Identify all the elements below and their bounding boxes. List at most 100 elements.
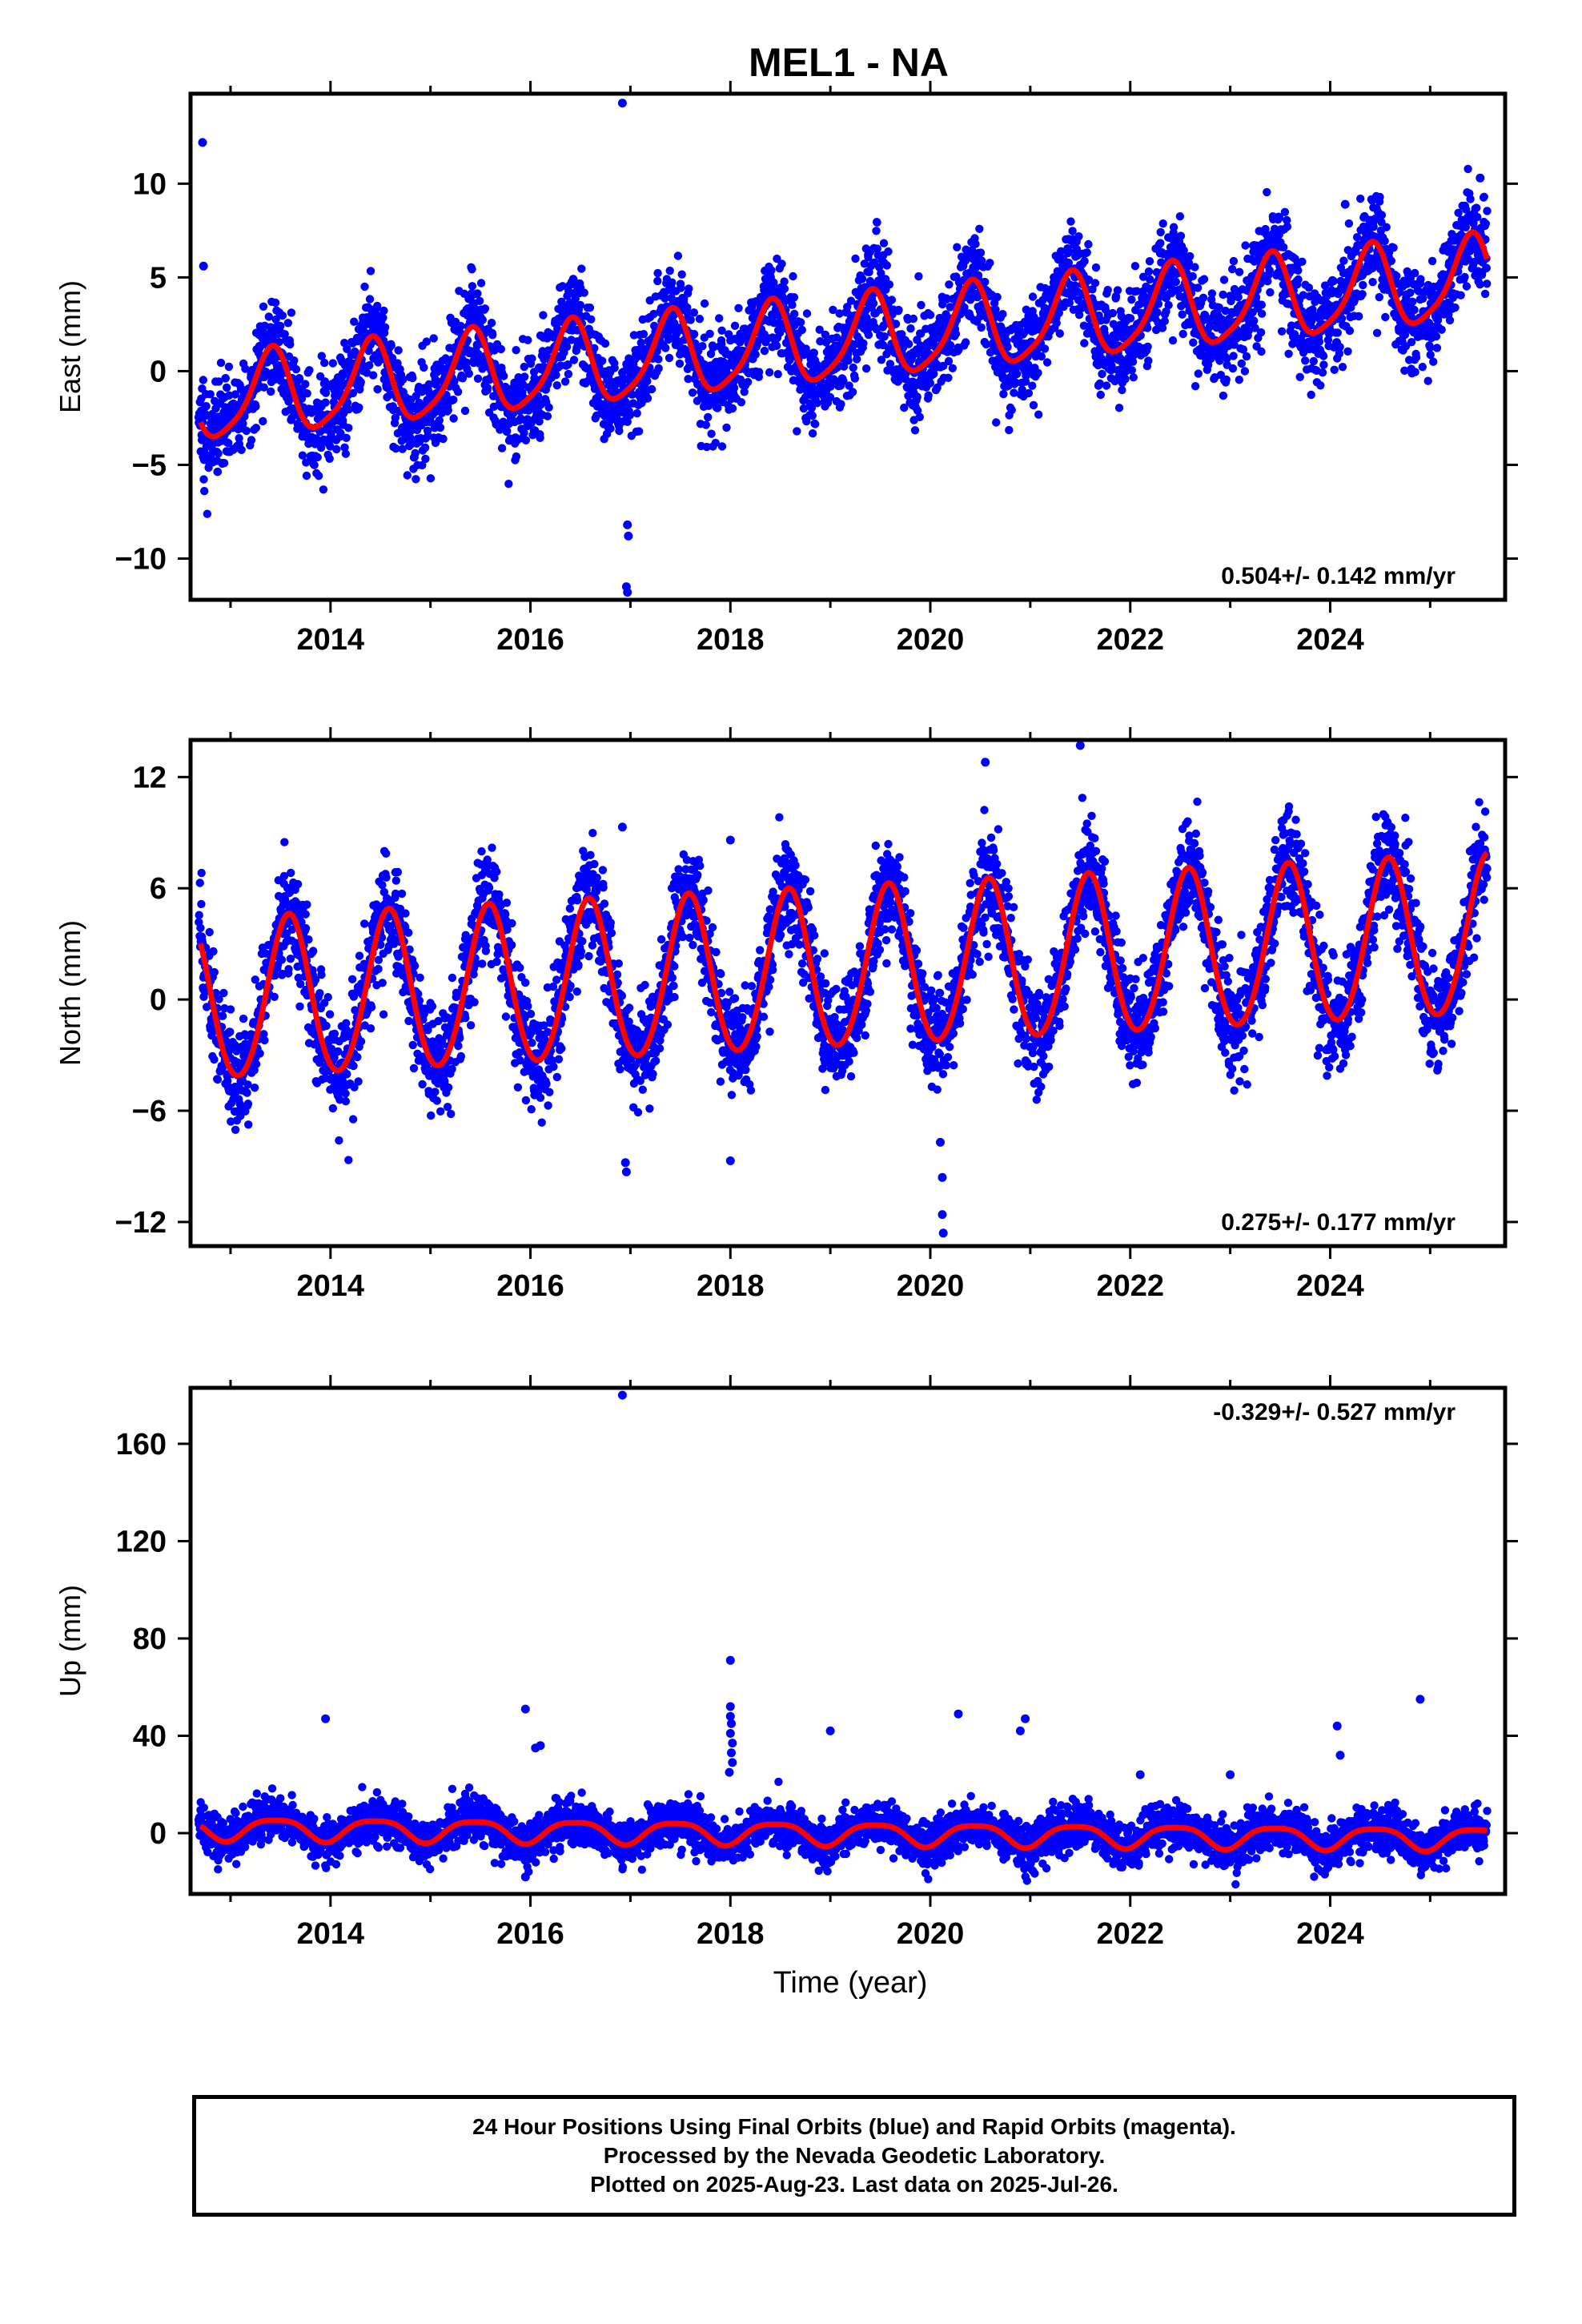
east-data-point	[1130, 262, 1140, 271]
east-data-point	[686, 316, 695, 324]
east-data-point	[1369, 223, 1378, 231]
north-data-point	[301, 923, 311, 933]
east-data-point	[291, 365, 301, 374]
east-outlier-point	[624, 531, 633, 541]
east-data-point	[1082, 248, 1091, 257]
east-x-tick-label: 2022	[1096, 623, 1164, 657]
east-data-point	[1482, 263, 1492, 272]
east-data-point	[1408, 297, 1417, 306]
north-data-point	[210, 967, 219, 977]
east-data-point	[1372, 328, 1382, 337]
east-data-point	[403, 471, 412, 480]
east-data-point	[1175, 212, 1185, 221]
east-data-point	[914, 271, 923, 281]
east-data-point	[1330, 365, 1339, 374]
east-data-point	[1241, 241, 1250, 250]
east-data-point	[1040, 344, 1050, 353]
east-data-point	[1294, 275, 1303, 284]
east-data-point	[728, 404, 737, 413]
east-data-point	[701, 420, 710, 429]
east-data-point	[975, 224, 984, 233]
north-data-point	[317, 971, 326, 979]
east-data-point	[668, 278, 677, 287]
east-data-point	[271, 298, 280, 308]
east-data-point	[290, 356, 299, 365]
east-data-point	[379, 313, 387, 322]
east-data-point	[539, 311, 548, 320]
east-data-point	[717, 326, 726, 335]
east-data-point	[1339, 256, 1348, 265]
east-data-point	[711, 438, 720, 448]
east-x-tick-label: 2016	[496, 623, 564, 657]
north-data-point	[270, 992, 279, 1002]
north-data-point	[226, 1027, 235, 1036]
east-data-point	[1102, 381, 1111, 390]
east-data-point	[962, 338, 970, 347]
east-data-point	[737, 398, 746, 407]
east-data-point	[1263, 187, 1271, 197]
east-data-point	[580, 288, 588, 297]
east-data-point	[910, 426, 920, 435]
east-outlier-point	[617, 99, 627, 108]
east-data-point	[1235, 267, 1244, 276]
east-data-point	[1084, 239, 1093, 249]
east-data-point	[1359, 280, 1367, 290]
east-data-point	[276, 321, 285, 331]
east-data-point	[241, 364, 250, 373]
east-data-point	[199, 475, 208, 484]
east-data-point	[283, 319, 292, 328]
east-data-point	[780, 277, 789, 286]
east-data-point	[1318, 368, 1327, 377]
east-data-point	[321, 398, 330, 407]
east-data-point	[1333, 328, 1343, 337]
east-data-point	[348, 388, 357, 398]
east-data-point	[368, 371, 378, 380]
east-data-point	[848, 388, 857, 396]
east-data-point	[213, 467, 223, 476]
east-data-point	[632, 408, 641, 418]
east-data-point	[1191, 382, 1200, 391]
east-y-tick-label: 10	[133, 167, 167, 201]
east-data-point	[1315, 337, 1324, 346]
east-data-point	[1352, 233, 1362, 242]
east-data-point	[647, 384, 656, 394]
east-data-point	[1456, 291, 1465, 300]
north-data-point	[328, 1104, 337, 1113]
east-data-point	[320, 358, 329, 368]
east-data-point	[734, 304, 743, 312]
east-data-point	[722, 423, 731, 432]
east-data-point	[1199, 275, 1209, 283]
east-data-point	[1199, 293, 1208, 302]
east-data-point	[500, 372, 508, 380]
east-data-point	[483, 384, 492, 392]
east-data-point	[295, 375, 304, 384]
east-data-point	[1228, 264, 1237, 274]
east-data-point	[421, 454, 430, 464]
east-data-point	[1279, 243, 1288, 251]
east-data-point	[1445, 316, 1455, 325]
east-data-point	[850, 374, 860, 383]
east-data-point	[767, 266, 776, 275]
east-data-point	[610, 364, 619, 372]
east-data-point	[1437, 325, 1446, 334]
east-data-point	[429, 334, 438, 343]
east-data-point	[677, 283, 685, 292]
east-data-point	[1410, 305, 1419, 315]
east-data-point	[654, 355, 663, 364]
east-data-point	[577, 264, 586, 273]
east-data-point	[1121, 375, 1130, 384]
north-data-point	[243, 1088, 251, 1097]
east-data-point	[1309, 356, 1319, 366]
east-data-point	[453, 388, 463, 396]
east-data-point	[717, 340, 726, 348]
east-data-point	[1066, 217, 1075, 226]
east-data-point	[915, 412, 925, 421]
east-data-point	[1466, 195, 1475, 203]
east-data-point	[1356, 194, 1365, 203]
north-data-point	[277, 955, 287, 964]
east-data-point	[503, 426, 512, 436]
north-data-point	[315, 989, 324, 998]
east-data-point	[1005, 425, 1014, 435]
east-data-point	[789, 271, 797, 281]
